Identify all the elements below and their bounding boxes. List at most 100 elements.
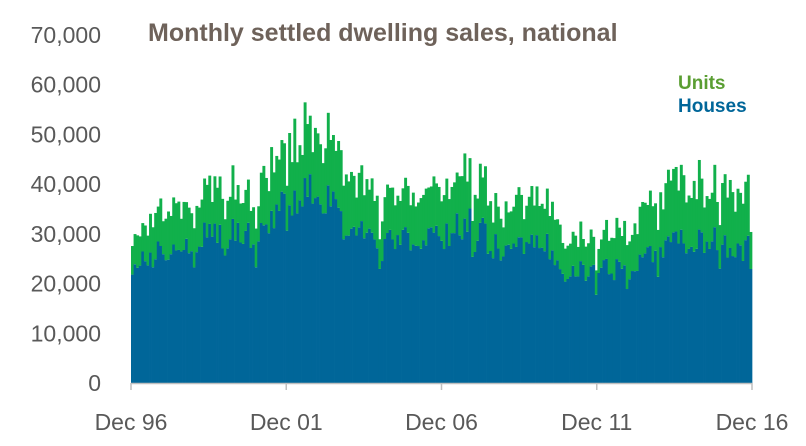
units-bar (584, 246, 588, 281)
houses-bar (453, 233, 457, 383)
houses-bar (344, 235, 348, 383)
units-bar (721, 183, 725, 245)
houses-bar (473, 252, 477, 383)
units-bar (610, 237, 614, 274)
houses-bar (308, 174, 312, 383)
houses-bar (200, 246, 204, 383)
houses-bar (234, 240, 237, 383)
houses-bar (749, 268, 753, 383)
houses-bar (669, 242, 673, 383)
houses-bar (553, 265, 557, 383)
houses-bar (512, 243, 516, 383)
houses-bar (236, 222, 240, 383)
units-bar (638, 206, 642, 255)
units-bar (527, 196, 531, 244)
units-bar (504, 201, 508, 246)
houses-bar (326, 185, 330, 383)
houses-bar (592, 264, 596, 383)
houses-bar (223, 255, 227, 383)
houses-bar (164, 260, 168, 383)
units-bar (159, 198, 163, 246)
units-bar (525, 205, 529, 243)
units-bar (718, 225, 722, 269)
houses-bar (713, 227, 717, 383)
units-bar (195, 205, 199, 253)
units-bar (161, 221, 165, 255)
units-bar (419, 198, 423, 249)
units-bar (532, 205, 536, 248)
units-bar (321, 163, 325, 214)
houses-bar (131, 274, 134, 383)
units-bar (705, 196, 709, 242)
units-bar (685, 202, 688, 254)
units-bar (200, 199, 204, 247)
units-bar (357, 172, 361, 228)
units-bar (264, 177, 268, 225)
units-bar (386, 184, 390, 233)
units-bar (715, 201, 719, 251)
houses-bar (538, 248, 542, 383)
units-bar (303, 102, 307, 179)
houses-bar (422, 240, 426, 383)
houses-bar (525, 242, 529, 383)
units-bar (548, 216, 552, 260)
units-bar (198, 207, 201, 247)
houses-bar (522, 253, 526, 383)
houses-bar (259, 223, 263, 383)
units-bar (218, 176, 222, 225)
houses-bar (543, 251, 547, 383)
units-bar (432, 176, 436, 233)
units-bar (298, 145, 302, 201)
houses-bar (301, 206, 304, 383)
units-bar (143, 225, 147, 262)
units-bar (290, 162, 294, 216)
units-bar (391, 187, 395, 240)
houses-bar (386, 232, 390, 383)
x-tick-label: Dec 01 (250, 409, 323, 435)
units-bar (607, 240, 611, 275)
houses-bar (685, 253, 688, 383)
houses-bar (360, 221, 364, 383)
y-tick-label: 10,000 (31, 320, 101, 346)
units-bar (167, 211, 170, 260)
units-bar (149, 213, 152, 253)
units-bar (192, 228, 196, 268)
houses-bar (458, 235, 462, 383)
units-bar (342, 185, 346, 240)
units-bar (177, 201, 181, 250)
houses-bar (481, 217, 485, 383)
houses-bar (741, 260, 745, 383)
houses-bar (517, 237, 521, 383)
houses-bar (432, 232, 436, 383)
units-bar (566, 245, 570, 279)
units-bar (277, 159, 281, 211)
houses-bar (561, 273, 565, 383)
units-bar (628, 241, 632, 280)
houses-bar (151, 267, 155, 383)
units-bar (146, 235, 150, 266)
units-bar (491, 222, 495, 259)
houses-bar (264, 224, 268, 383)
units-bar (414, 206, 418, 246)
units-bar (169, 215, 173, 255)
units-bar (231, 165, 235, 219)
units-bar (239, 203, 243, 243)
houses-bar (270, 210, 274, 383)
units-bar (288, 133, 292, 206)
units-bar (620, 236, 624, 269)
units-bar (275, 155, 279, 205)
units-bar (283, 143, 286, 194)
houses-bar (280, 191, 284, 383)
units-bar (383, 197, 387, 239)
units-bar (669, 180, 673, 243)
units-bar (708, 198, 712, 249)
houses-bar (380, 261, 384, 383)
houses-bar (203, 222, 207, 383)
houses-bar (636, 270, 639, 383)
units-bar (643, 202, 647, 254)
units-bar (246, 179, 250, 223)
houses-bar (295, 213, 299, 383)
houses-bar (697, 229, 701, 383)
units-bar (131, 246, 134, 275)
units-bar (713, 164, 717, 228)
